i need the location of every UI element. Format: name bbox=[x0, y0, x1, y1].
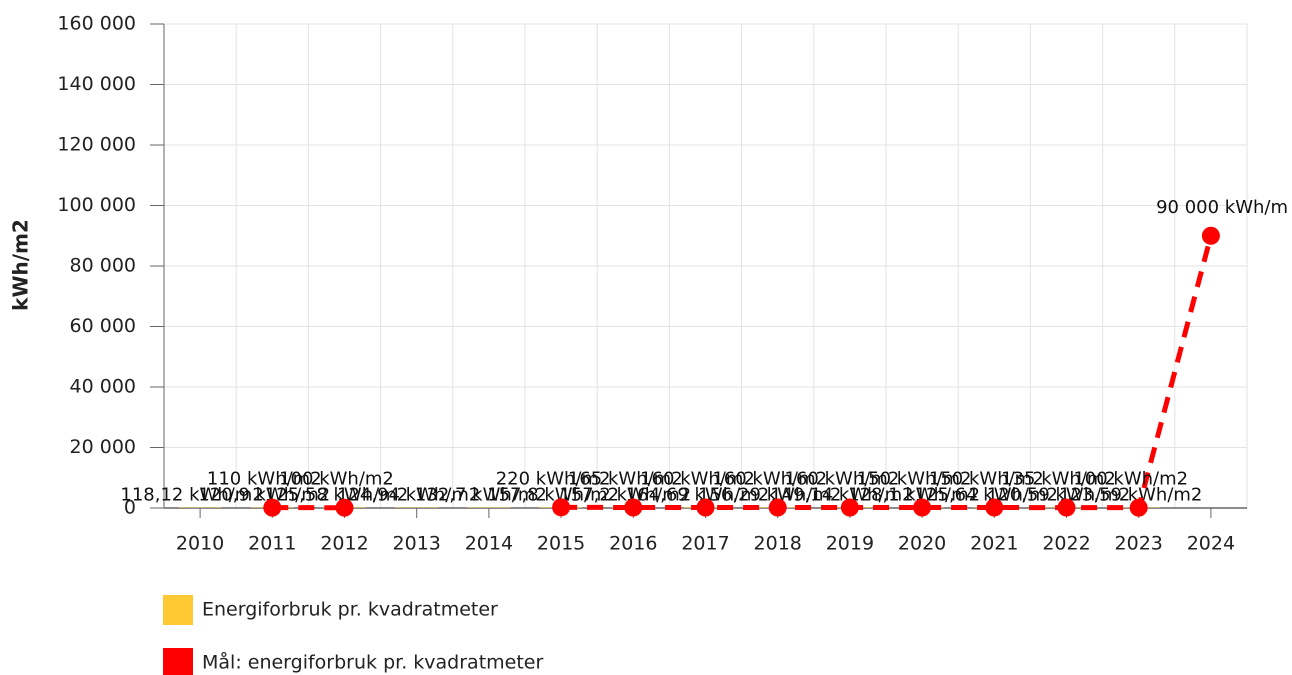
data-label: 164,69 kWh/m2 bbox=[626, 485, 769, 506]
legend-swatch bbox=[163, 648, 193, 675]
y-tick-label: 0 bbox=[124, 497, 136, 519]
data-label: 125,64 kWh/m2 bbox=[915, 485, 1058, 506]
y-tick-label: 100 000 bbox=[57, 194, 136, 216]
data-label: 110 kWh/m2 bbox=[207, 469, 322, 490]
marker bbox=[1201, 226, 1220, 245]
marker bbox=[768, 498, 787, 517]
x-tick-label: 2017 bbox=[681, 533, 729, 555]
data-label: 157,2 kWh/m2 bbox=[559, 485, 691, 506]
marker bbox=[696, 498, 715, 517]
y-tick-label: 40 000 bbox=[70, 376, 136, 398]
marker bbox=[335, 498, 354, 517]
y-tick-label: 20 000 bbox=[70, 436, 136, 458]
y-tick-label: 120 000 bbox=[57, 134, 136, 156]
data-label: 128,1 kWh/m2 bbox=[848, 485, 980, 506]
legend-label: Energiforbruk pr. kvadratmeter bbox=[202, 599, 498, 621]
x-tick-label: 2013 bbox=[393, 533, 441, 555]
x-tick-label: 2018 bbox=[754, 533, 802, 555]
marker bbox=[913, 498, 932, 517]
data-label: 160 kWh/m2 bbox=[785, 469, 900, 490]
data-label: 165 kWh/m2 bbox=[568, 469, 683, 490]
line bbox=[561, 235, 1214, 511]
data-label: 160 kWh/m2 bbox=[712, 469, 827, 490]
data-label: 132,7 kWh/m2 bbox=[415, 485, 547, 506]
x-tick-label: 2019 bbox=[826, 533, 874, 555]
data-label: 160 kWh/m2 bbox=[640, 469, 755, 490]
data-label: 220 kWh/m2 bbox=[496, 468, 611, 489]
x-tick-label: 2014 bbox=[465, 533, 513, 555]
x-tick-label: 2010 bbox=[176, 533, 224, 555]
data-label: 118,12 kWh/m2 bbox=[120, 485, 263, 506]
marker bbox=[552, 498, 571, 517]
marker bbox=[985, 498, 1004, 517]
data-label: 156,29 kWh/m2 bbox=[698, 485, 841, 506]
data-label: 135 kWh/m2 bbox=[1001, 469, 1116, 490]
y-tick-label: 140 000 bbox=[57, 73, 136, 95]
data-label: 120,59 kWh/m2 bbox=[987, 485, 1130, 506]
y-tick-label: 80 000 bbox=[70, 255, 136, 277]
data-label: 90 000 kWh/m bbox=[1156, 197, 1288, 218]
y-tick-label: 60 000 bbox=[70, 315, 136, 337]
data-label: 157,8 kWh/m2 bbox=[487, 485, 619, 506]
data-label: 149,14 kWh/m2 bbox=[770, 485, 913, 506]
y-tick-label: 160 000 bbox=[57, 13, 136, 35]
marker bbox=[263, 498, 282, 517]
marker bbox=[1057, 498, 1076, 517]
x-tick-label: 2015 bbox=[537, 533, 585, 555]
data-label: 100 kWh/m2 bbox=[279, 469, 394, 490]
x-tick-label: 2023 bbox=[1115, 533, 1163, 555]
x-tick-label: 2024 bbox=[1187, 533, 1235, 555]
data-label: 150 kWh/m2 bbox=[857, 469, 972, 490]
marker bbox=[840, 498, 859, 517]
data-label: 123,59 kWh/m2 bbox=[1059, 485, 1202, 506]
marker bbox=[1129, 498, 1148, 517]
x-tick-label: 2020 bbox=[898, 533, 946, 555]
x-tick-label: 2016 bbox=[609, 533, 657, 555]
data-label: 124,94 kWh/m2 bbox=[337, 485, 480, 506]
data-label: 120,9 kWh/m2 bbox=[198, 485, 330, 506]
data-label: 150 kWh/m2 bbox=[929, 469, 1044, 490]
x-tick-label: 2011 bbox=[248, 533, 296, 555]
y-axis-title: kWh/m2 bbox=[9, 219, 33, 311]
data-label: 125,58 kWh/m2 bbox=[265, 485, 408, 506]
legend-label: Mål: energiforbruk pr. kvadratmeter bbox=[202, 651, 543, 674]
x-tick-label: 2012 bbox=[320, 533, 368, 555]
marker bbox=[624, 498, 643, 517]
data-label: 100 kWh/m2 bbox=[1073, 469, 1188, 490]
x-tick-label: 2021 bbox=[970, 533, 1018, 555]
x-tick-label: 2022 bbox=[1042, 533, 1090, 555]
legend-swatch bbox=[163, 595, 193, 625]
